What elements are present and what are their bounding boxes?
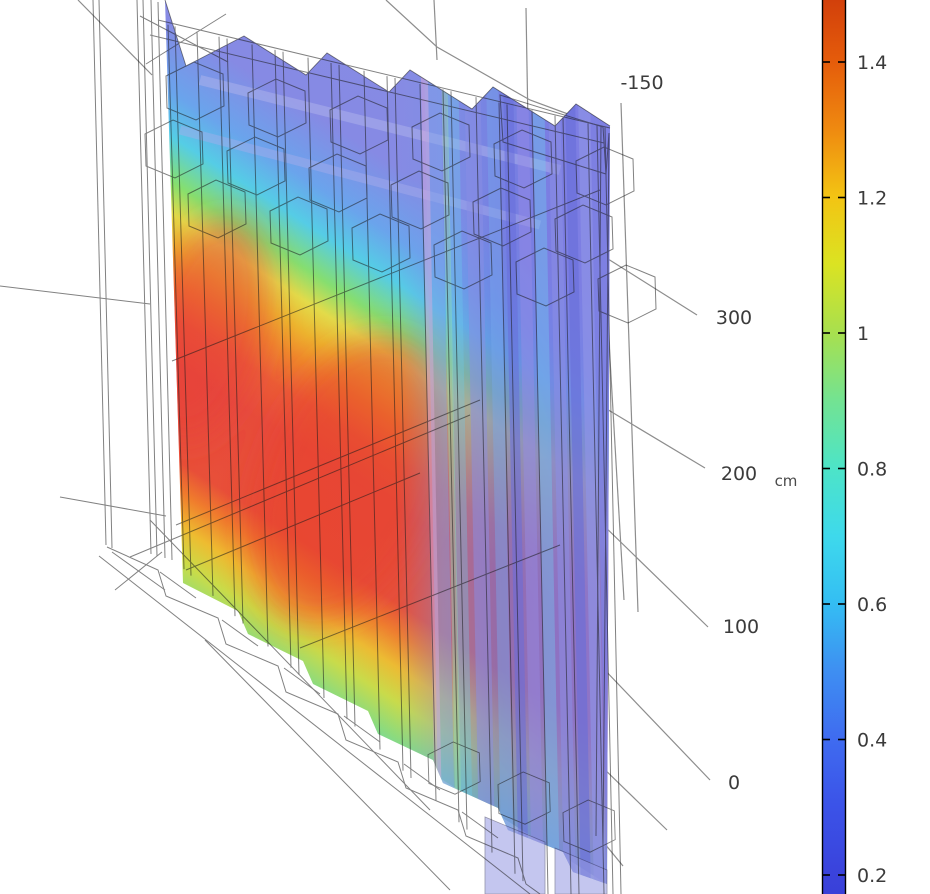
axis-unit-label: cm <box>775 472 798 490</box>
colorbar-tick-label: 0.4 <box>857 730 887 752</box>
axis-tick-label-100: 100 <box>723 616 759 638</box>
colorbar-ticks <box>823 61 845 876</box>
axis-tick-label-300: 300 <box>716 307 752 329</box>
axis-tick-label-200: 200 <box>721 463 757 485</box>
axis-tick-label-0: 0 <box>728 772 740 794</box>
colorbar-tick-label: 0.2 <box>857 865 887 887</box>
colorbar-tick-label: 0.8 <box>857 459 887 481</box>
axis-tick-labels: -150 300 200 cm 100 0 <box>620 72 797 794</box>
colorbar: 1.4 1.2 1 0.8 0.6 0.4 0.2 <box>821 0 887 894</box>
colorbar-tick-label: 1 <box>857 323 869 345</box>
colorbar-gradient-bar <box>821 0 847 894</box>
colorbar-tick-label: 1.2 <box>857 188 887 210</box>
geometry-wireframe <box>0 0 657 894</box>
colorbar-tick-label: 1.4 <box>857 52 887 74</box>
colorbar-tick-label: 0.6 <box>857 594 887 616</box>
axis-tick-label-top: -150 <box>620 72 663 94</box>
colorbar-tick-labels: 1.4 1.2 1 0.8 0.6 0.4 0.2 <box>857 52 887 887</box>
